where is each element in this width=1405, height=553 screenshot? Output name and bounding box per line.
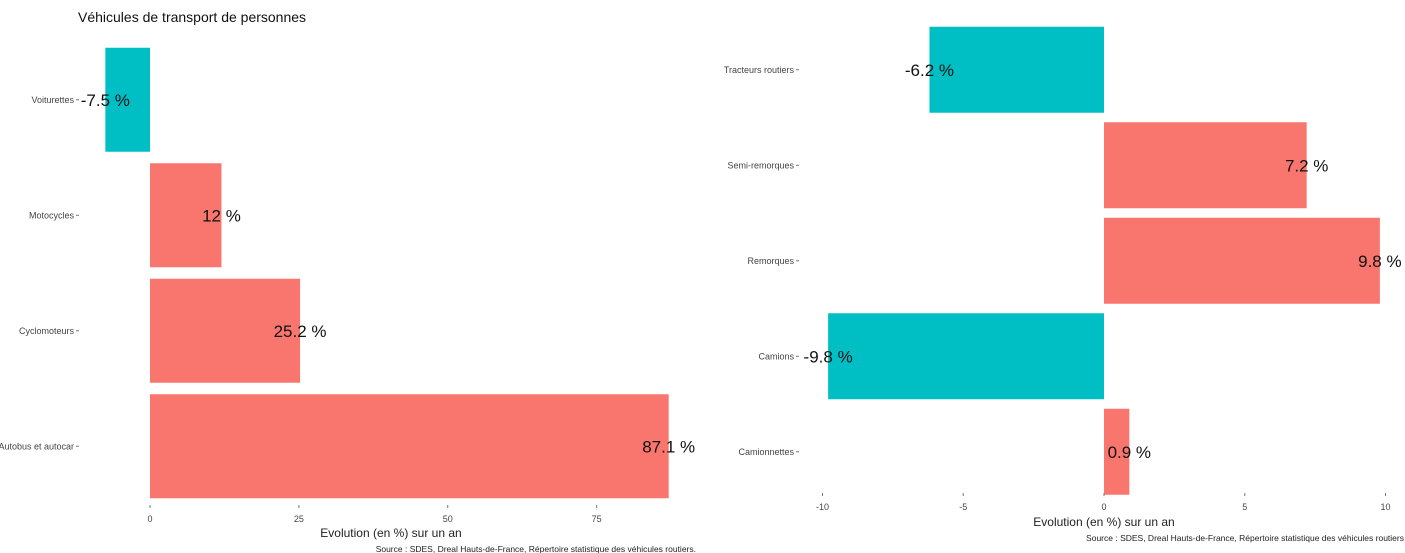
x-tick-label: 50: [443, 514, 453, 524]
x-tick-label: 0: [147, 514, 152, 524]
data-label: 12 %: [202, 206, 241, 225]
category-label: Remorques: [747, 256, 794, 266]
bar-voiturettes: [105, 47, 150, 152]
x-axis-title: Evolution (en %) sur un an: [320, 526, 461, 540]
x-tick-label: -10: [816, 502, 829, 512]
bar-autobus-et-autocar: [150, 394, 669, 499]
bar-camions: [828, 313, 1104, 400]
data-label: -9.8 %: [804, 347, 853, 366]
x-axis-title: Evolution (en %) sur un an: [1033, 515, 1174, 529]
bar-tracteurs-routiers: [929, 26, 1104, 113]
category-label: Camions: [758, 351, 794, 361]
data-label: 87.1 %: [642, 437, 695, 456]
x-tick-label: 75: [592, 514, 602, 524]
data-label: 25.2 %: [274, 322, 327, 341]
chart-title: Véhicules de transport de personnes: [78, 9, 306, 25]
x-tick-label: 10: [1380, 502, 1390, 512]
data-label: -7.5 %: [81, 91, 130, 110]
bar-cyclomoteurs: [150, 278, 301, 383]
x-tick-label: 5: [1242, 502, 1247, 512]
data-label: 9.8 %: [1358, 252, 1401, 271]
source-note: Source : SDES, Dreal Hauts-de-France, Ré…: [1086, 533, 1404, 543]
data-label: 7.2 %: [1285, 156, 1328, 175]
data-label: -6.2 %: [905, 61, 954, 80]
data-label: 0.9 %: [1108, 443, 1151, 462]
bar-camionnettes: [1104, 408, 1130, 495]
bar-remorques: [1104, 217, 1380, 304]
bar-motocycles: [150, 163, 222, 268]
category-label: Motocycles: [29, 210, 75, 220]
category-label: Voiturettes: [31, 95, 74, 105]
x-tick-label: -5: [959, 502, 967, 512]
chart-panel-1: Véhicules de transport de personnes Voitu…: [0, 9, 696, 553]
category-label: Tracteurs routiers: [724, 65, 795, 75]
category-label: Cyclomoteurs: [19, 326, 75, 336]
x-tick-label: 25: [294, 514, 304, 524]
x-tick-label: 0: [1101, 502, 1106, 512]
chart-panel-2: Tracteurs routiers -6.2 % Semi-remorques 7.…: [724, 26, 1404, 543]
category-label: Autobus et autocar: [0, 441, 74, 451]
category-label: Camionnettes: [738, 447, 794, 457]
source-note: Source : SDES, Dreal Hauts-de-France, Ré…: [376, 544, 696, 553]
bar-semi-remorques: [1104, 122, 1307, 209]
category-label: Semi-remorques: [727, 160, 794, 170]
